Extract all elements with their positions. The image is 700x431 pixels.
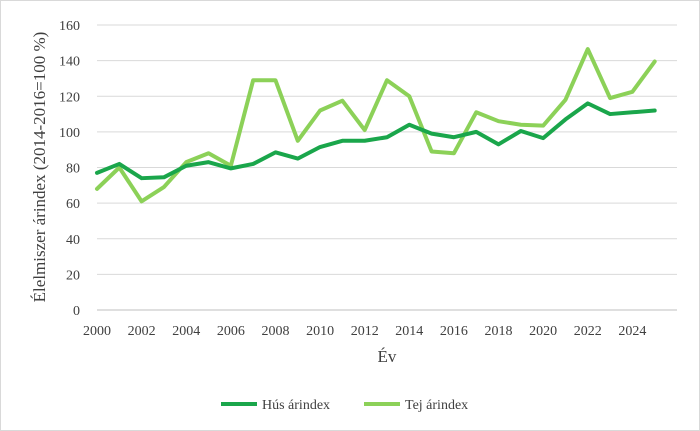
y-tick-label: 20 (66, 268, 80, 283)
y-tick-label: 40 (66, 233, 80, 248)
y-tick-label: 0 (73, 304, 80, 319)
y-tick-label: 120 (59, 90, 80, 105)
y-tick-label: 100 (59, 126, 80, 141)
series-lines (95, 47, 657, 204)
series-line-0 (95, 101, 657, 181)
x-axis-title: Év (378, 347, 397, 366)
x-tick-label: 2012 (351, 324, 379, 339)
x-tick-label: 2022 (574, 324, 602, 339)
y-axis-ticks: 0 20 40 60 80 100 120 140 160 (59, 19, 80, 319)
legend-label: Tej árindex (405, 398, 468, 413)
y-tick-label: 80 (66, 162, 80, 177)
y-tick-label: 140 (59, 55, 80, 70)
x-tick-label: 2006 (217, 324, 245, 339)
legend: Hús árindex Tej árindex (221, 398, 468, 413)
y-axis-title: Élelmiszer árindex (2014-2016=100 %) (30, 32, 49, 303)
y-tick-label: 160 (59, 19, 80, 34)
x-tick-label: 2004 (172, 324, 200, 339)
x-tick-label: 2014 (395, 324, 423, 339)
legend-label: Hús árindex (262, 398, 330, 413)
x-tick-label: 2016 (440, 324, 468, 339)
x-tick-label: 2020 (529, 324, 557, 339)
gridlines (97, 24, 677, 311)
y-tick-label: 60 (66, 197, 80, 212)
x-tick-label: 2018 (485, 324, 513, 339)
x-tick-label: 2002 (128, 324, 156, 339)
x-tick-label: 2010 (306, 324, 334, 339)
x-tick-label: 2008 (261, 324, 289, 339)
x-axis-ticks: 2000 2002 2004 2006 2008 2010 2012 2014 2016 2018… (83, 324, 646, 339)
series-line-1 (95, 47, 657, 204)
x-tick-label: 2000 (83, 324, 111, 339)
x-tick-label: 2024 (618, 324, 646, 339)
